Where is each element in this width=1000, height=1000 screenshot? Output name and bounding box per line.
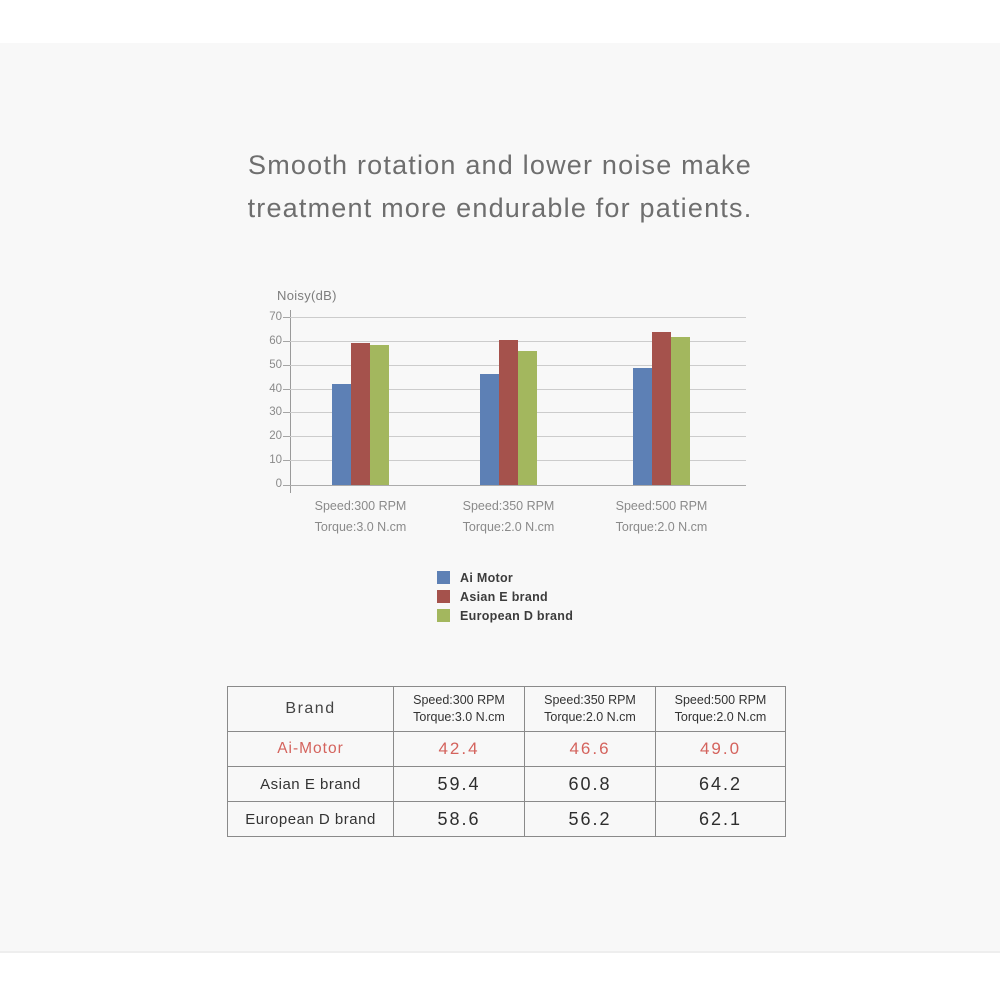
bar-european-d-brand bbox=[370, 345, 389, 485]
value-cell: 56.2 bbox=[524, 801, 656, 837]
y-tick-label: 50 bbox=[269, 358, 282, 371]
y-tick-mark bbox=[283, 388, 290, 390]
chart-legend: Ai Motor Asian E brand European D brand bbox=[437, 568, 573, 625]
table-header-condition: Speed:350 RPM Torque:2.0 N.cm bbox=[524, 686, 656, 732]
gridline bbox=[290, 340, 746, 342]
y-tick-label: 10 bbox=[269, 454, 282, 467]
page-title: Smooth rotation and lower noise make tre… bbox=[0, 144, 1000, 230]
y-tick-label: 40 bbox=[269, 382, 282, 395]
value-cell: 42.4 bbox=[393, 731, 525, 767]
table-header-row: Brand Speed:300 RPM Torque:3.0 N.cm Speed:3… bbox=[227, 686, 786, 732]
page-title-line1: Smooth rotation and lower noise make bbox=[248, 150, 752, 180]
table-header-condition-line: Speed:500 RPM bbox=[674, 693, 767, 707]
legend-item: Asian E brand bbox=[437, 587, 573, 606]
legend-item: European D brand bbox=[437, 606, 573, 625]
value-cell: 46.6 bbox=[524, 731, 656, 767]
legend-label: Asian E brand bbox=[460, 589, 548, 604]
value-cell: 58.6 bbox=[393, 801, 525, 837]
x-category-label: Speed:350 RPM Torque:2.0 N.cm bbox=[429, 496, 589, 538]
y-tick-mark bbox=[283, 340, 290, 342]
value-cell: 59.4 bbox=[393, 766, 525, 802]
table-header-condition-line: Torque:3.0 N.cm bbox=[413, 710, 505, 724]
bar-asian-e-brand bbox=[351, 343, 370, 485]
y-tick-label: 60 bbox=[269, 334, 282, 347]
gridline bbox=[290, 485, 746, 486]
value-cell: 49.0 bbox=[655, 731, 786, 767]
brand-cell: Asian E brand bbox=[227, 766, 394, 802]
y-tick-mark bbox=[283, 485, 290, 486]
value-cell: 62.1 bbox=[655, 801, 786, 837]
gridline bbox=[290, 317, 746, 318]
y-axis-line bbox=[290, 310, 291, 493]
value-cell: 60.8 bbox=[524, 766, 656, 802]
brand-cell: European D brand bbox=[227, 801, 394, 837]
legend-label: Ai Motor bbox=[460, 570, 514, 585]
table-header-condition: Speed:500 RPM Torque:2.0 N.cm bbox=[655, 686, 786, 732]
bar-european-d-brand bbox=[518, 350, 537, 485]
x-category-label: Speed:300 RPM Torque:3.0 N.cm bbox=[281, 496, 441, 538]
x-category-label-line: Speed:300 RPM bbox=[314, 499, 407, 513]
legend-item: Ai Motor bbox=[437, 568, 573, 587]
y-tick-mark bbox=[283, 364, 290, 366]
y-tick-label: 0 bbox=[275, 478, 282, 490]
y-tick-mark bbox=[283, 436, 290, 438]
x-category-label-line: Torque:3.0 N.cm bbox=[314, 520, 407, 534]
value-cell: 64.2 bbox=[655, 766, 786, 802]
legend-swatch-icon bbox=[437, 571, 450, 584]
table-header-condition: Speed:300 RPM Torque:3.0 N.cm bbox=[393, 686, 525, 732]
legend-swatch-icon bbox=[437, 590, 450, 603]
bar-ai-motor bbox=[480, 373, 499, 485]
legend-label: European D brand bbox=[460, 608, 574, 623]
x-category-label-line: Speed:350 RPM bbox=[462, 499, 555, 513]
bar-ai-motor bbox=[332, 383, 351, 485]
table-header-condition-line: Speed:300 RPM bbox=[413, 693, 505, 707]
bar-asian-e-brand bbox=[499, 339, 518, 485]
y-tick-label: 30 bbox=[269, 406, 282, 419]
table-header-brand: Brand bbox=[227, 686, 394, 732]
y-axis-title: Noisy(dB) bbox=[277, 288, 337, 303]
y-tick-mark bbox=[283, 412, 290, 414]
x-category-label: Speed:500 RPM Torque:2.0 N.cm bbox=[582, 496, 742, 538]
table-row: European D brand 58.6 56.2 62.1 bbox=[227, 801, 786, 837]
table-header-condition-line: Speed:350 RPM bbox=[544, 693, 636, 707]
bar-european-d-brand bbox=[671, 336, 690, 485]
x-category-label-line: Torque:2.0 N.cm bbox=[462, 520, 555, 534]
table-header-condition-line: Torque:2.0 N.cm bbox=[544, 710, 636, 724]
bar-chart-plot-area: 0 10 20 30 40 50 60 70 Speed:300 RPM Torque:3.0 N… bbox=[269, 310, 746, 534]
legend-swatch-icon bbox=[437, 609, 450, 622]
x-category-label-line: Torque:2.0 N.cm bbox=[615, 520, 708, 534]
comparison-table: Brand Speed:300 RPM Torque:3.0 N.cm Speed:3… bbox=[227, 686, 786, 837]
y-tick-label: 70 bbox=[269, 311, 282, 323]
bar-asian-e-brand bbox=[652, 331, 671, 485]
brand-cell: Ai-Motor bbox=[227, 731, 394, 767]
y-tick-label: 20 bbox=[269, 430, 282, 443]
y-tick-mark bbox=[283, 460, 290, 462]
table-header-condition-line: Torque:2.0 N.cm bbox=[674, 710, 767, 724]
table-row: Asian E brand 59.4 60.8 64.2 bbox=[227, 766, 786, 802]
x-category-label-line: Speed:500 RPM bbox=[615, 499, 708, 513]
bar-ai-motor bbox=[633, 368, 652, 485]
table-row: Ai-Motor 42.4 46.6 49.0 bbox=[227, 731, 786, 767]
page-title-line2: treatment more endurable for patients. bbox=[247, 193, 753, 223]
y-tick-mark bbox=[283, 317, 290, 318]
